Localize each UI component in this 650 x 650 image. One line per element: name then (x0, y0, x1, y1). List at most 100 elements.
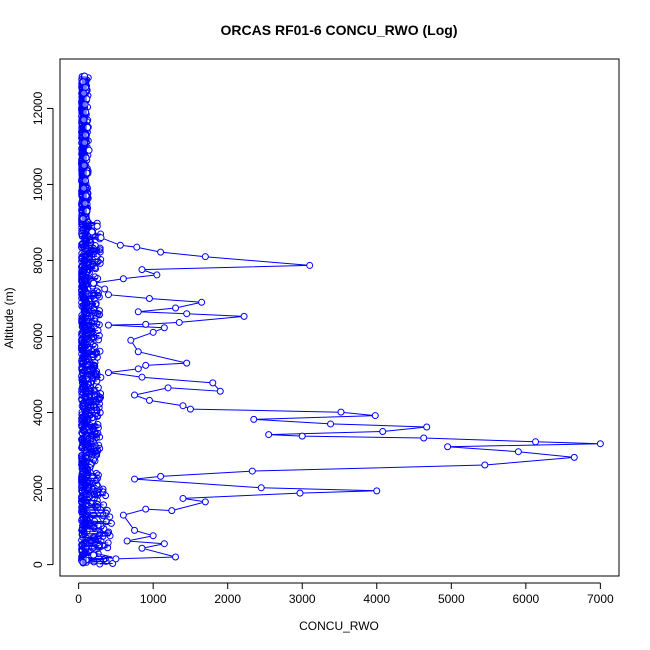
series-segment (97, 397, 100, 399)
data-point (160, 324, 168, 332)
data-point (532, 438, 540, 446)
data-point (145, 294, 153, 302)
data-point (85, 146, 93, 154)
series-segment (87, 337, 92, 340)
x-tick-label: 7000 (587, 592, 614, 606)
data-point (145, 396, 153, 404)
x-tick-label: 4000 (363, 592, 390, 606)
data-point (149, 532, 157, 540)
data-point (172, 553, 180, 561)
data-point (186, 405, 194, 413)
y-tick-label: 4000 (31, 399, 45, 426)
data-point (371, 412, 379, 420)
x-tick-label: 3000 (289, 592, 316, 606)
data-point (240, 312, 248, 320)
series-segment (86, 300, 90, 303)
data-point (257, 484, 265, 492)
data-point (96, 560, 104, 568)
data-point (88, 300, 96, 308)
series-segment (92, 547, 108, 549)
y-tick-label: 0 (31, 561, 45, 568)
data-point (119, 275, 127, 283)
data-point (201, 498, 209, 506)
x-tick-label: 6000 (512, 592, 539, 606)
data-point (296, 489, 304, 497)
data-point (183, 310, 191, 318)
data-point (201, 253, 209, 261)
data-point (131, 475, 139, 483)
data-point (97, 234, 105, 242)
series-segment (86, 503, 98, 505)
x-tick-label: 1000 (140, 592, 167, 606)
x-tick-label: 2000 (214, 592, 241, 606)
data-point (127, 336, 135, 344)
data-point (179, 402, 187, 410)
x-tick-label: 5000 (438, 592, 465, 606)
y-tick-label: 8000 (31, 247, 45, 274)
x-axis-label: CONCU_RWO (299, 619, 379, 633)
data-point (101, 285, 109, 293)
data-point (444, 443, 452, 451)
data-point (134, 308, 142, 316)
data-point (164, 384, 172, 392)
data-point (327, 420, 335, 428)
data-point (142, 361, 150, 369)
data-point (250, 415, 258, 423)
data-point (172, 304, 180, 312)
series-segment (92, 376, 101, 379)
series-segment (89, 453, 93, 455)
data-point (209, 379, 217, 387)
data-point (596, 440, 604, 448)
y-tick-label: 10000 (31, 167, 45, 201)
series-segment (93, 393, 97, 396)
data-point (138, 373, 146, 381)
data-point (198, 298, 206, 306)
series-segment (99, 563, 113, 565)
y-tick-label: 12000 (31, 91, 45, 125)
series-segment (102, 535, 111, 537)
data-point (131, 526, 139, 534)
series-segment (83, 542, 109, 544)
data-point (134, 348, 142, 356)
data-point (90, 551, 98, 559)
data-point (149, 328, 157, 336)
data-point (514, 448, 522, 456)
data-point (337, 408, 345, 416)
series-segment (93, 560, 107, 563)
data-point (123, 537, 131, 545)
data-point (142, 505, 150, 513)
series-line (82, 75, 601, 563)
data-point (133, 243, 141, 251)
dense-core-column (81, 76, 87, 565)
plot-frame (59, 58, 620, 577)
data-point (175, 318, 183, 326)
data-point (90, 279, 98, 287)
data-point (119, 511, 127, 519)
data-point (96, 433, 104, 441)
y-axis: 0 2000 4000 6000 8000 10000 12000 (31, 91, 54, 568)
data-point (379, 428, 387, 436)
data-point (112, 555, 120, 563)
y-axis-label: Altitude (m) (2, 287, 16, 348)
data-point (216, 387, 224, 395)
data-point (420, 434, 428, 442)
data-point (153, 271, 161, 279)
series-segment (95, 538, 99, 541)
data-point (138, 266, 146, 274)
data-point (265, 431, 273, 439)
data-point (481, 461, 489, 469)
data-point (131, 391, 139, 399)
x-tick-label: 0 (75, 592, 82, 606)
data-point (373, 487, 381, 495)
data-point (138, 544, 146, 552)
data-point (423, 423, 431, 431)
data-point (116, 241, 124, 249)
data-point (88, 228, 96, 236)
series-segment (97, 313, 100, 315)
series-segment (87, 487, 89, 489)
data-point (134, 365, 142, 373)
data-point (142, 320, 150, 328)
series-segment (85, 516, 110, 518)
